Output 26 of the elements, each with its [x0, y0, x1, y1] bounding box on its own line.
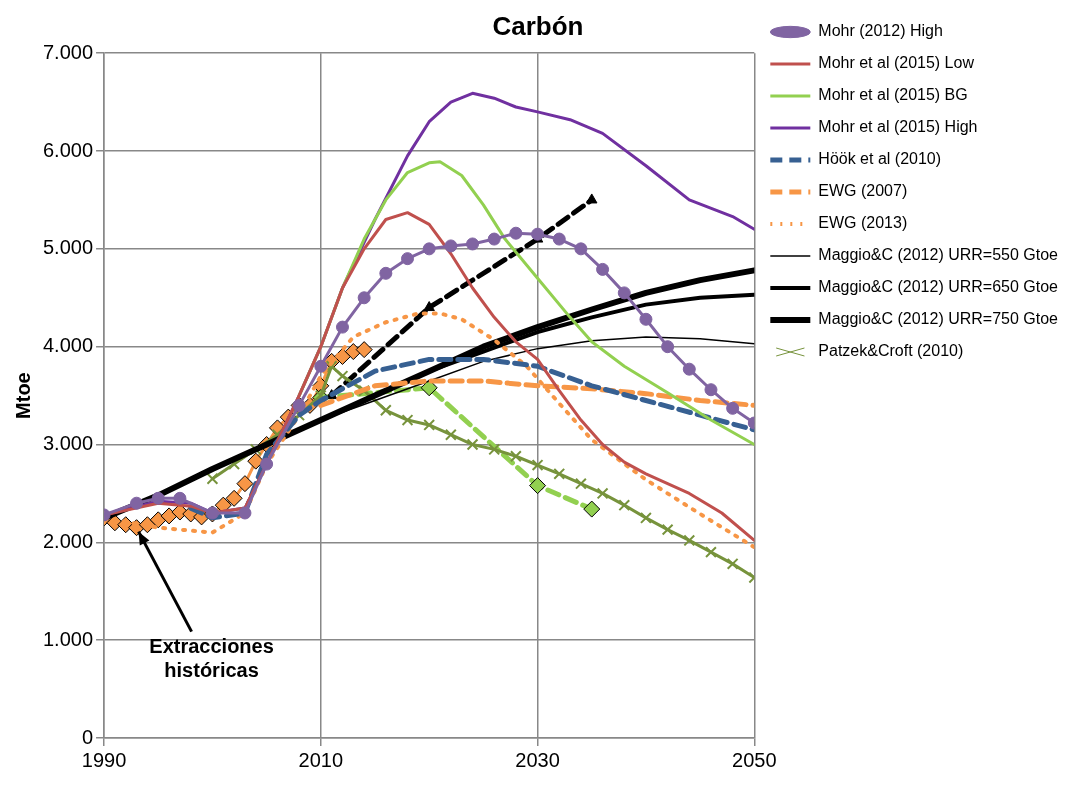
legend-label: Maggio&C (2012) URR=650 Gtoe: [818, 278, 1059, 296]
y-tick-label: 4.000: [42, 334, 94, 357]
y-tick-label: 7.000: [42, 40, 94, 63]
legend-label: Maggio&C (2012) URR=750 Gtoe: [818, 310, 1059, 328]
legend-label: Mohr (2012) High: [818, 22, 943, 40]
y-tick-label: 3.000: [42, 432, 94, 455]
legend-label: EWG (2007): [818, 182, 908, 200]
x-tick-label: 2030: [515, 748, 560, 771]
x-tick-label: 2050: [732, 748, 777, 771]
x-tick-label: 2010: [298, 748, 344, 771]
y-tick-label: 1.000: [42, 627, 94, 650]
legend-label: Mohr et al (2015) High: [818, 118, 978, 136]
y-tick-label: 6.000: [42, 138, 94, 161]
legend-label: Maggio&C (2012) URR=550 Gtoe: [818, 246, 1059, 264]
legend-label: Patzek&Croft (2010): [818, 342, 964, 360]
chart-title: Carbón: [492, 10, 584, 41]
y-axis-title: Mtoe: [11, 372, 34, 419]
y-tick-label: 0: [81, 725, 94, 748]
y-tick-label: 5.000: [42, 236, 94, 259]
legend-label: Höök et al (2010): [818, 150, 942, 168]
legend-label: Mohr et al (2015) Low: [818, 54, 975, 72]
legend-label: Mohr et al (2015) BG: [818, 86, 968, 104]
annotation: Extracciones históricas: [149, 635, 274, 682]
legend-label: EWG (2013): [818, 214, 908, 232]
y-tick-label: 2.000: [42, 529, 94, 552]
x-tick-label: 1990: [81, 748, 127, 771]
